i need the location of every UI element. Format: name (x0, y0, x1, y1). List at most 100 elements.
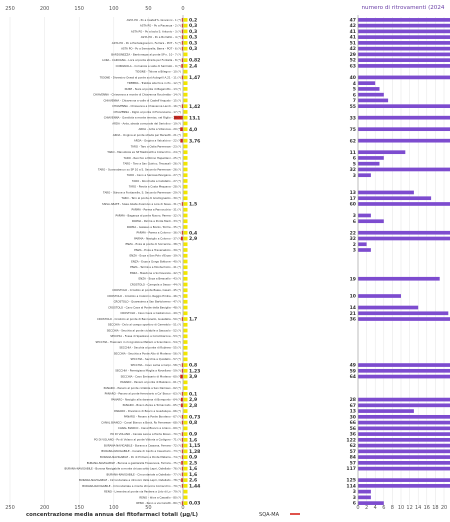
concentration-value-label: 4,0 (189, 127, 197, 133)
concentration-bar (181, 64, 183, 68)
sqa-marker (183, 299, 188, 304)
sqa-marker (183, 340, 188, 344)
station-label: BURANA-NAVIGABILE - Circondariale a mont… (82, 484, 181, 488)
concentration-value-label: 1,7 (189, 317, 197, 323)
concentration-bar (181, 368, 183, 373)
count-bar (358, 438, 450, 442)
count-bar (358, 409, 414, 413)
count-value-label: 41 (350, 35, 356, 41)
sqa-marker (183, 409, 188, 413)
concentration-value-label: 0,82 (189, 58, 200, 64)
count-bar (358, 443, 450, 448)
count-bar (358, 426, 450, 431)
station-row: PARMA - Parma a Ponte Medi - 33 (*) 6 (132, 219, 384, 225)
station-label: RENO - Idice a Cassallo - 80 (*) (139, 495, 181, 499)
sqa-marker (183, 104, 188, 109)
count-bar (358, 311, 449, 316)
concentration-value-label: 0,8 (189, 420, 197, 426)
station-row: PANARO - Panaro al ponte di Bazzano - 61… (120, 380, 188, 384)
sqa-marker (183, 144, 188, 149)
station-label: BURANA-NAVIGABILE - Burana Navigabile a … (65, 467, 182, 471)
concentration-value-label: 2,9 (189, 236, 197, 242)
station-label: TIDONE - Diversivo Ovest al ponte sud Au… (99, 75, 181, 79)
sqa-marker (183, 18, 188, 22)
sqa-marker (183, 58, 188, 62)
count-bar (358, 81, 376, 85)
sqa-marker (183, 46, 188, 51)
count-value-label: 6 (353, 156, 356, 162)
sqa-marker (183, 288, 188, 293)
sqa-marker (183, 230, 188, 235)
sqa-marker (183, 455, 188, 459)
station-row: TARO - Stirone a Fontanelle, S. Secondo … (102, 190, 414, 196)
count-value-label: 67 (350, 403, 356, 409)
count-bar (358, 449, 450, 454)
station-row: CROSTOLO - Campola a Sesso - 44 (*) (130, 282, 188, 286)
concentration-bar (173, 115, 183, 120)
count-bar (358, 420, 450, 425)
concentration-bar (181, 202, 183, 206)
count-value-label: 14 (350, 305, 356, 311)
count-value-label: 51 (350, 40, 356, 46)
station-label: SECCHIA - Tresinaro in ricognizione Mell… (96, 340, 181, 344)
concentration-bar (181, 484, 183, 488)
count-value-label: 6 (353, 501, 356, 507)
sqa-marker (183, 207, 188, 212)
sqa-marker (183, 501, 188, 505)
station-label: CHIAVENNA - Chiavenna a Chiavenna Landi … (112, 104, 181, 108)
concentration-bar (180, 127, 183, 132)
station-label: SECCHIA - Secchia al ponte di Rubiera - … (119, 346, 181, 350)
station-label: RENO - Limentra al ponte via Pantera a L… (104, 490, 181, 494)
count-value-label: 56 (350, 426, 356, 432)
count-bar (358, 29, 450, 34)
count-bar (358, 414, 450, 419)
sqa-marker (183, 87, 188, 91)
left-tick-label: 250 (5, 6, 15, 12)
station-row: BURANA-NAVIGABILE - Burana a gazzarella … (87, 460, 450, 466)
count-value-label: 55 (350, 104, 356, 110)
station-label: PANARO - Panaro al ponte di Bazzano - 61… (120, 380, 181, 384)
concentration-value-label: 1,23 (189, 368, 200, 374)
station-label: SECCHIA - Fossa di Spezzano a Colombaron… (110, 334, 181, 338)
left-tick-label: 150 (74, 6, 84, 12)
station-row: CROSTOLO - Quaresima a San Bartolomeo - … (114, 300, 188, 304)
count-bar (358, 52, 450, 57)
station-row: CROSTOLO - Crostolo al ponte di Baccanel… (97, 317, 450, 323)
station-rows: ASTA PO - Po a Castell'S. Giovanni - 1 (… (65, 17, 450, 507)
sqa-marker (183, 271, 188, 275)
count-bar (358, 455, 450, 459)
station-label: ENZA - Enza a Traversetolo - 39 (*) (134, 248, 181, 252)
count-value-label: 75 (350, 127, 356, 133)
count-bar (358, 363, 450, 367)
count-bar (358, 161, 380, 166)
station-row: ASTA PO - Po a Borretto - 4 (*) 0,3 41 (141, 35, 450, 41)
count-bar (358, 368, 450, 373)
left-tick-label: 200 (40, 6, 50, 12)
station-label: TARO - Taro a San Quirico, Trecasali - 2… (122, 162, 181, 166)
station-row: TREBBIA - Trebbia alla foce in Po - 12 (… (126, 81, 376, 87)
count-bar (358, 432, 450, 436)
count-value-label: 6 (353, 219, 356, 225)
station-label: SECCHIA - Dolo al campo sportivo di Cerr… (108, 323, 181, 327)
station-row: SECCHIA - Cavo Lama a Carpi - 58 (*) 0,8 4… (131, 363, 450, 369)
concentration-bar (181, 455, 183, 459)
sqa-marker (183, 322, 188, 327)
station-row: SECCHIA - Fossa di Spezzano a Colombaron… (110, 334, 188, 338)
sqa-marker (183, 121, 188, 126)
sqa-marker (183, 236, 188, 241)
count-value-label: 84 (350, 455, 356, 461)
concentration-value-label: 2,8 (189, 403, 197, 409)
concentration-bar (181, 466, 183, 471)
sqa-marker (183, 478, 188, 482)
left-tick-label: 0 (181, 6, 184, 12)
sqa-marker (183, 248, 188, 252)
station-label: ASTA PO - Po a Castell'S. Giovanni - 1 (… (127, 18, 181, 22)
station-label: CHIAVENNA - Chiavenna a valle di Castell… (103, 98, 181, 102)
concentration-bar (181, 58, 183, 62)
station-row: PARMA - Parma a Pannocchia - 31 (*) (132, 208, 188, 212)
concentration-bar (181, 472, 183, 477)
sqa-marker (183, 138, 188, 143)
concentration-value-label: 1,47 (189, 75, 200, 81)
station-row: BURANA-NAVIGABILE - Burana Navigabile a … (65, 466, 450, 472)
station-row: PARMA - Galasso a Bozzo, Torrile - 35 (*… (127, 225, 188, 229)
